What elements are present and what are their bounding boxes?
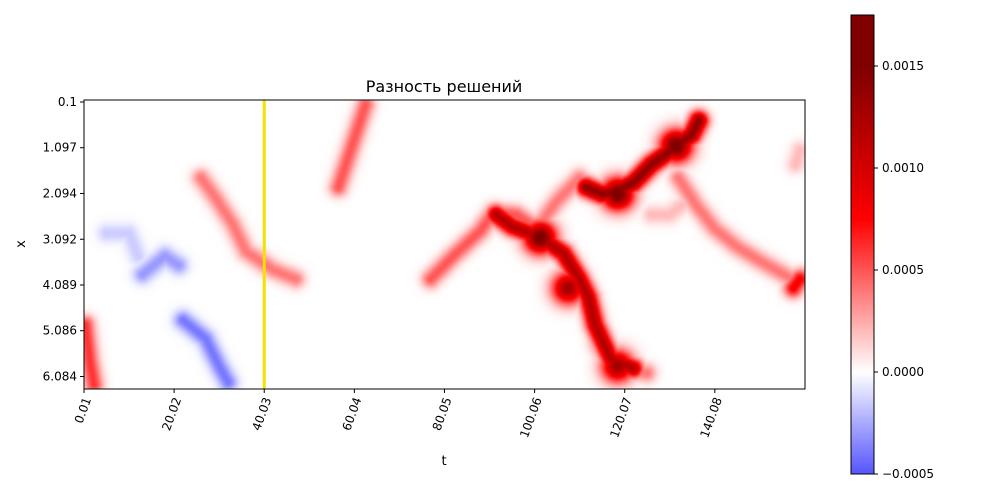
colorbar: −0.0005 0.0000 0.0005 0.0010 0.0015 bbox=[850, 14, 934, 481]
x-tick-label: 20.02 bbox=[159, 395, 184, 432]
colorbar-tick-label: 0.0015 bbox=[882, 59, 924, 73]
x-tick-label: 0.01 bbox=[72, 395, 94, 425]
y-tick-label: 1.097 bbox=[43, 141, 77, 155]
y-tick-label: 3.092 bbox=[43, 232, 77, 246]
y-tick-label: 0.1 bbox=[58, 95, 77, 109]
chart-title: Разность решений bbox=[366, 77, 523, 96]
x-tick-label: 120.07 bbox=[607, 395, 635, 439]
y-tick-label: 5.086 bbox=[43, 324, 77, 338]
colorbar-ticks: −0.0005 0.0000 0.0005 0.0010 0.0015 bbox=[874, 59, 934, 481]
colorbar-frame bbox=[850, 14, 875, 475]
y-tick-label: 6.084 bbox=[43, 370, 77, 384]
y-axis-ticks: 0.1 1.097 2.094 3.092 4.089 5.086 6.084 bbox=[43, 95, 84, 384]
colorbar-tick-label: 0.0005 bbox=[882, 263, 924, 277]
colorbar-tick-label: 0.0010 bbox=[882, 161, 924, 175]
x-axis-label: t bbox=[441, 454, 446, 469]
x-tick-label: 60.04 bbox=[340, 395, 365, 432]
heatmap bbox=[84, 100, 805, 389]
y-tick-label: 4.089 bbox=[43, 278, 77, 292]
y-axis-label: x bbox=[14, 240, 29, 248]
x-tick-label: 140.08 bbox=[697, 395, 725, 439]
colorbar-tick-label: −0.0005 bbox=[882, 467, 934, 481]
colorbar-gradient bbox=[851, 15, 874, 474]
colorbar-tick-label: 0.0000 bbox=[882, 365, 924, 379]
x-tick-label: 100.06 bbox=[517, 395, 545, 439]
x-tick-label: 40.03 bbox=[249, 395, 274, 432]
x-tick-label: 80.05 bbox=[430, 395, 455, 432]
heatmap-image bbox=[84, 100, 805, 389]
y-tick-label: 2.094 bbox=[43, 186, 77, 200]
x-axis-ticks: 0.01 20.02 40.03 60.04 80.05 100.06 120.07 140.… bbox=[72, 389, 725, 440]
